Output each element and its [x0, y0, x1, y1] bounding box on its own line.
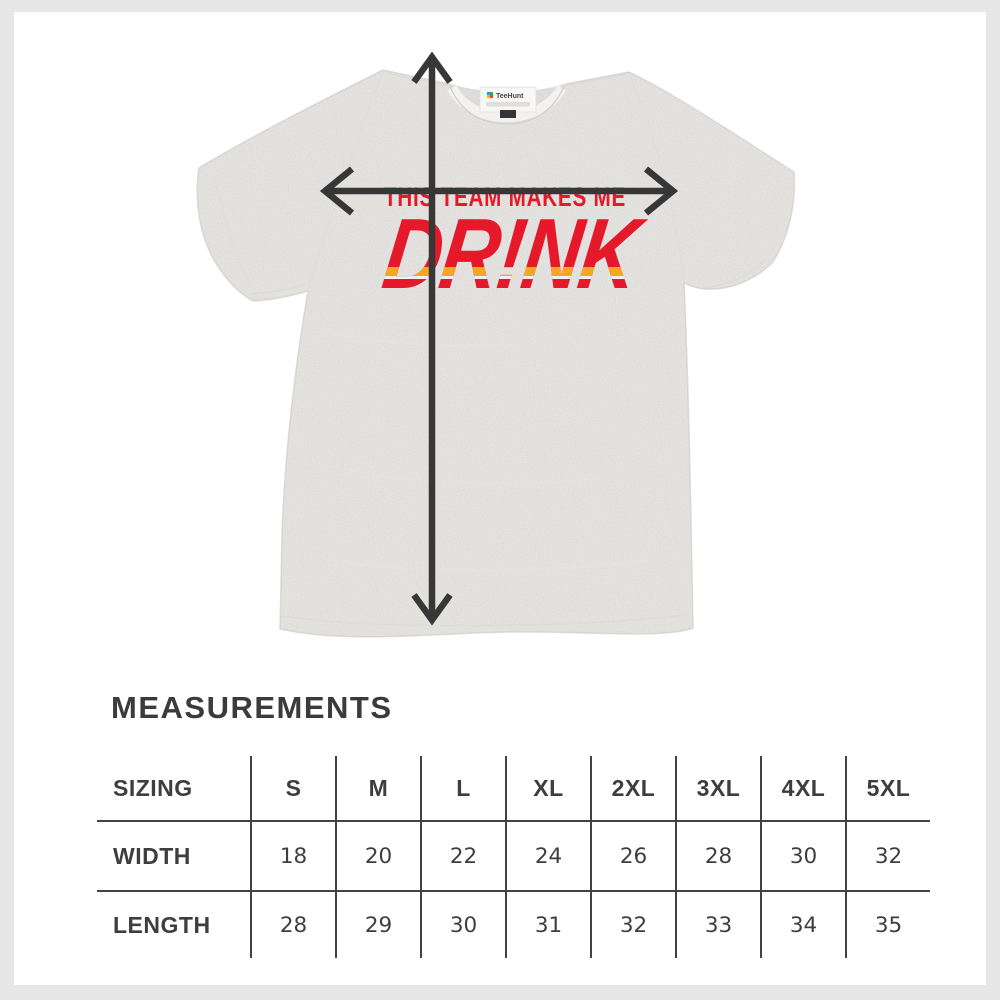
label-info-line — [486, 102, 530, 107]
width-value: 22 — [420, 820, 505, 890]
measurement-arrows — [319, 51, 679, 626]
row-label-width: WIDTH — [97, 820, 250, 890]
col-header: 2XL — [590, 756, 675, 820]
col-header: 3XL — [675, 756, 760, 820]
row-label-length: LENGTH — [97, 890, 250, 958]
length-value: 31 — [505, 890, 590, 958]
brand-label: TeeHunt — [496, 93, 524, 100]
print-gold-band: DR!NK — [377, 198, 651, 309]
neck-label: TeeHunt — [479, 86, 537, 118]
length-value: 29 — [335, 890, 420, 958]
width-arrow — [319, 166, 679, 216]
tshirt-photo: TeeHunt THIS TEAM MAKES ME DR!NK DR!NK D… — [196, 69, 796, 638]
fabric-wrinkles — [213, 148, 765, 572]
brand-logo-icon — [487, 92, 493, 98]
collar-edge — [449, 85, 565, 125]
col-header: 5XL — [845, 756, 930, 820]
col-header: M — [335, 756, 420, 820]
col-header: XL — [505, 756, 590, 820]
heather-texture — [197, 70, 795, 637]
length-value: 34 — [760, 890, 845, 958]
size-tag — [500, 110, 516, 118]
width-value: 20 — [335, 820, 420, 890]
col-header: S — [250, 756, 335, 820]
length-value: 30 — [420, 890, 505, 958]
print-line2: DR!NK — [377, 198, 651, 309]
width-value: 30 — [760, 820, 845, 890]
length-value: 32 — [590, 890, 675, 958]
width-value: 32 — [845, 820, 930, 890]
width-value: 18 — [250, 820, 335, 890]
col-header: L — [420, 756, 505, 820]
shirt-print: THIS TEAM MAKES ME DR!NK DR!NK DR!NK — [377, 182, 651, 310]
width-value: 28 — [675, 820, 760, 890]
length-value: 33 — [675, 890, 760, 958]
length-value: 35 — [845, 890, 930, 958]
print-line1: THIS TEAM MAKES ME — [384, 182, 626, 212]
svg-text:DR!NK: DR!NK — [377, 198, 651, 309]
length-value: 28 — [250, 890, 335, 958]
print-knockout-gap: DR!NK — [377, 198, 651, 309]
length-arrow — [411, 51, 453, 626]
svg-text:DR!NK: DR!NK — [377, 198, 651, 309]
width-value: 26 — [590, 820, 675, 890]
col-header: 4XL — [760, 756, 845, 820]
size-table: SIZING S M L XL 2XL 3XL 4XL 5XL WIDTH 18… — [97, 756, 930, 958]
width-value: 24 — [505, 820, 590, 890]
col-header-sizing: SIZING — [113, 774, 193, 801]
measurements-heading: MEASUREMENTS — [111, 690, 393, 725]
